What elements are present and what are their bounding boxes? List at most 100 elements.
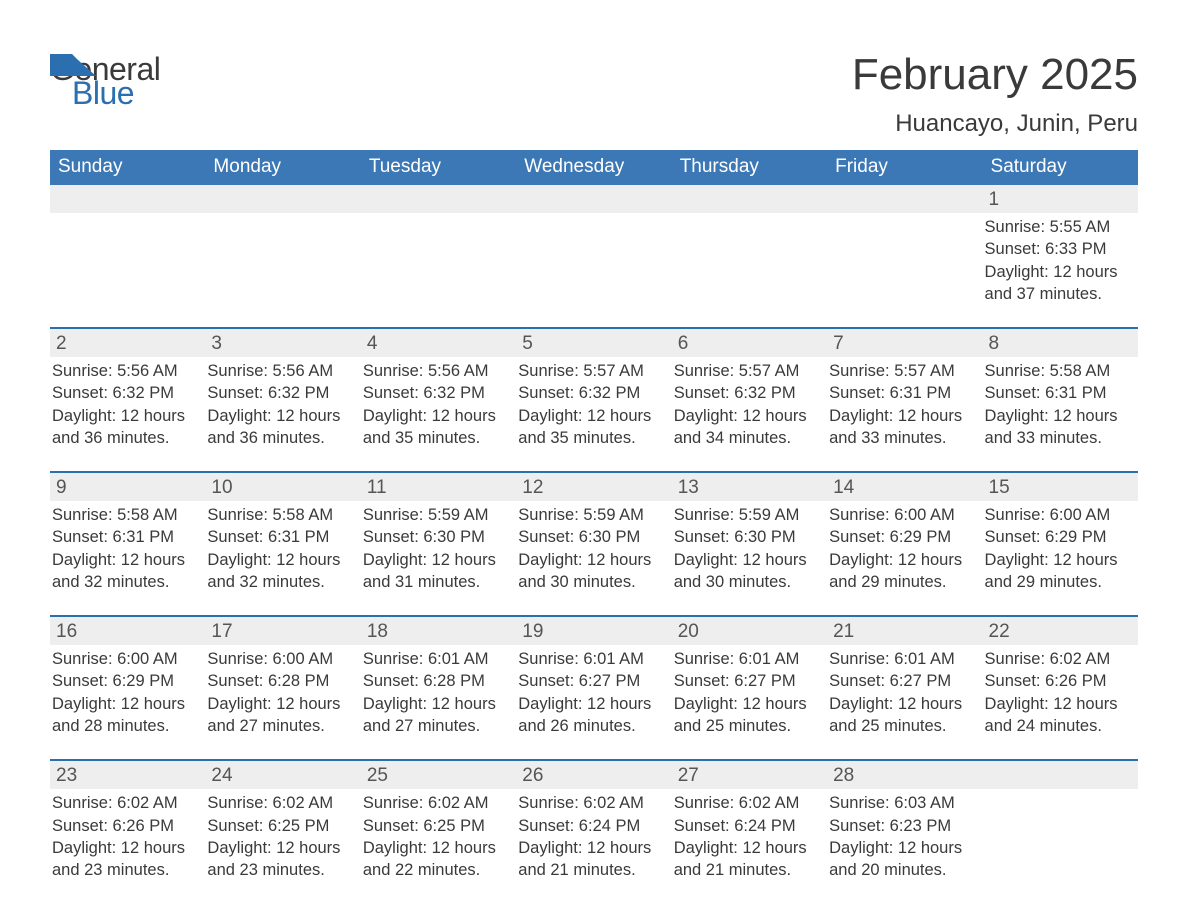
day-number: 11 xyxy=(361,473,516,501)
calendar-day: 11Sunrise: 5:59 AMSunset: 6:30 PMDayligh… xyxy=(361,473,516,593)
calendar-day xyxy=(983,761,1138,881)
day-body: Sunrise: 5:59 AMSunset: 6:30 PMDaylight:… xyxy=(361,501,516,593)
day-body: Sunrise: 6:00 AMSunset: 6:29 PMDaylight:… xyxy=(50,645,205,737)
calendar-day: 16Sunrise: 6:00 AMSunset: 6:29 PMDayligh… xyxy=(50,617,205,737)
daylight-line: Daylight: 12 hours and 29 minutes. xyxy=(985,549,1134,594)
sunrise-line: Sunrise: 5:57 AM xyxy=(518,360,667,382)
day-of-week-header: SundayMondayTuesdayWednesdayThursdayFrid… xyxy=(50,150,1138,185)
calendar-day: 26Sunrise: 6:02 AMSunset: 6:24 PMDayligh… xyxy=(516,761,671,881)
calendar-day: 1Sunrise: 5:55 AMSunset: 6:33 PMDaylight… xyxy=(983,185,1138,305)
day-body xyxy=(983,789,1138,881)
sunrise-line: Sunrise: 5:58 AM xyxy=(52,504,201,526)
sunrise-line: Sunrise: 6:01 AM xyxy=(674,648,823,670)
dow-cell: Monday xyxy=(205,150,360,185)
sunset-line: Sunset: 6:29 PM xyxy=(829,526,978,548)
day-number: 25 xyxy=(361,761,516,789)
day-body: Sunrise: 5:57 AMSunset: 6:32 PMDaylight:… xyxy=(516,357,671,449)
calendar-week: 9 Sunrise: 5:58 AMSunset: 6:31 PM Daylight… xyxy=(50,471,1138,593)
sunset-line: Sunset: 6:30 PM xyxy=(518,526,667,548)
day-number: 4 xyxy=(361,329,516,357)
daylight-line: Daylight: 12 hours and 35 minutes. xyxy=(363,405,512,450)
title-block: February 2025 Huancayo, Junin, Peru xyxy=(852,50,1138,138)
day-number: 27 xyxy=(672,761,827,789)
sunset-line: Sunset: 6:27 PM xyxy=(829,670,978,692)
sunrise-line: Sunrise: 5:59 AM xyxy=(518,504,667,526)
calendar-day: 18Sunrise: 6:01 AMSunset: 6:28 PMDayligh… xyxy=(361,617,516,737)
calendar-day: 6Sunrise: 5:57 AMSunset: 6:32 PMDaylight… xyxy=(672,329,827,449)
dow-cell: Sunday xyxy=(50,150,205,185)
calendar-day: 7Sunrise: 5:57 AMSunset: 6:31 PMDaylight… xyxy=(827,329,982,449)
page-header: General Blue February 2025 Huancayo, Jun… xyxy=(50,50,1138,138)
calendar-day: 28Sunrise: 6:03 AMSunset: 6:23 PMDayligh… xyxy=(827,761,982,881)
day-number: 9 xyxy=(50,473,205,501)
sunset-line: Sunset: 6:26 PM xyxy=(52,815,201,837)
day-body: Sunrise: 5:56 AMSunset: 6:32 PMDaylight:… xyxy=(50,357,205,449)
dow-cell: Thursday xyxy=(672,150,827,185)
sunset-line: Sunset: 6:29 PM xyxy=(52,670,201,692)
day-number xyxy=(205,185,360,213)
calendar-day xyxy=(205,185,360,305)
day-body: Sunrise: 6:02 AMSunset: 6:26 PMDaylight:… xyxy=(983,645,1138,737)
day-number: 20 xyxy=(672,617,827,645)
calendar-week: 23Sunrise: 6:02 AMSunset: 6:26 PMDayligh… xyxy=(50,759,1138,881)
calendar-week: 1Sunrise: 5:55 AMSunset: 6:33 PMDaylight… xyxy=(50,185,1138,305)
day-number xyxy=(516,185,671,213)
sunset-line: Sunset: 6:32 PM xyxy=(674,382,823,404)
calendar-day: 21Sunrise: 6:01 AMSunset: 6:27 PMDayligh… xyxy=(827,617,982,737)
logo-word-blue: Blue xyxy=(72,77,160,109)
calendar-day: 23Sunrise: 6:02 AMSunset: 6:26 PMDayligh… xyxy=(50,761,205,881)
sunrise-line: Sunrise: 5:57 AM xyxy=(674,360,823,382)
day-number: 15 xyxy=(983,473,1138,501)
daylight-line: Daylight: 12 hours and 37 minutes. xyxy=(985,261,1134,306)
day-number: 17 xyxy=(205,617,360,645)
sunrise-line: Sunrise: 6:02 AM xyxy=(207,792,356,814)
sunrise-line: Sunrise: 6:00 AM xyxy=(52,648,201,670)
daylight-line: Daylight: 12 hours and 24 minutes. xyxy=(985,693,1134,738)
calendar-day: 15Sunrise: 6:00 AMSunset: 6:29 PMDayligh… xyxy=(983,473,1138,593)
dow-cell: Tuesday xyxy=(361,150,516,185)
day-body: Sunrise: 6:01 AMSunset: 6:27 PMDaylight:… xyxy=(827,645,982,737)
day-body: Sunrise: 6:03 AMSunset: 6:23 PMDaylight:… xyxy=(827,789,982,881)
day-number: 22 xyxy=(983,617,1138,645)
day-body: Sunrise: 5:59 AMSunset: 6:30 PMDaylight:… xyxy=(672,501,827,593)
day-body: Sunrise: 6:02 AMSunset: 6:24 PMDaylight:… xyxy=(516,789,671,881)
daylight-line: Daylight: 12 hours and 29 minutes. xyxy=(829,549,978,594)
day-body: Sunrise: 5:57 AMSunset: 6:31 PMDaylight:… xyxy=(827,357,982,449)
sunset-line: Sunset: 6:24 PM xyxy=(674,815,823,837)
day-number: 10 xyxy=(205,473,360,501)
sunrise-line: Sunrise: 6:00 AM xyxy=(829,504,978,526)
calendar-week: 16Sunrise: 6:00 AMSunset: 6:29 PMDayligh… xyxy=(50,615,1138,737)
day-body: Sunrise: 5:58 AMSunset: 6:31 PMDaylight:… xyxy=(983,357,1138,449)
calendar-day: 12Sunrise: 5:59 AMSunset: 6:30 PMDayligh… xyxy=(516,473,671,593)
day-number: 18 xyxy=(361,617,516,645)
day-number: 12 xyxy=(516,473,671,501)
day-body: Sunrise: 6:00 AMSunset: 6:29 PMDaylight:… xyxy=(983,501,1138,593)
daylight-line: Daylight: 12 hours and 33 minutes. xyxy=(985,405,1134,450)
day-body: Sunrise: 5:56 AMSunset: 6:32 PMDaylight:… xyxy=(361,357,516,449)
sunset-line: Sunset: 6:31 PM xyxy=(52,526,201,548)
day-number xyxy=(361,185,516,213)
calendar-day: 24Sunrise: 6:02 AMSunset: 6:25 PMDayligh… xyxy=(205,761,360,881)
day-number: 14 xyxy=(827,473,982,501)
daylight-line: Daylight: 12 hours and 21 minutes. xyxy=(674,837,823,882)
sunrise-line: Sunrise: 5:59 AM xyxy=(674,504,823,526)
daylight-line: Daylight: 12 hours and 20 minutes. xyxy=(829,837,978,882)
calendar-day xyxy=(361,185,516,305)
daylight-line: Daylight: 12 hours and 27 minutes. xyxy=(363,693,512,738)
day-number: 5 xyxy=(516,329,671,357)
day-body: Sunrise: 5:57 AMSunset: 6:32 PMDaylight:… xyxy=(672,357,827,449)
calendar-day: 25Sunrise: 6:02 AMSunset: 6:25 PMDayligh… xyxy=(361,761,516,881)
daylight-line: Daylight: 12 hours and 32 minutes. xyxy=(207,549,356,594)
day-body: Sunrise: 6:02 AMSunset: 6:25 PMDaylight:… xyxy=(361,789,516,881)
sunrise-line: Sunrise: 5:58 AM xyxy=(985,360,1134,382)
sunrise-line: Sunrise: 6:00 AM xyxy=(985,504,1134,526)
day-body: Sunrise: 6:01 AMSunset: 6:27 PMDaylight:… xyxy=(516,645,671,737)
daylight-line: Daylight: 12 hours and 36 minutes. xyxy=(52,405,201,450)
day-body: Sunrise: 5:56 AMSunset: 6:32 PMDaylight:… xyxy=(205,357,360,449)
calendar-week: 2Sunrise: 5:56 AMSunset: 6:32 PMDaylight… xyxy=(50,327,1138,449)
sunrise-line: Sunrise: 6:00 AM xyxy=(207,648,356,670)
sunset-line: Sunset: 6:24 PM xyxy=(518,815,667,837)
calendar-day: 5Sunrise: 5:57 AMSunset: 6:32 PMDaylight… xyxy=(516,329,671,449)
daylight-line: Daylight: 12 hours and 31 minutes. xyxy=(363,549,512,594)
day-number xyxy=(827,185,982,213)
